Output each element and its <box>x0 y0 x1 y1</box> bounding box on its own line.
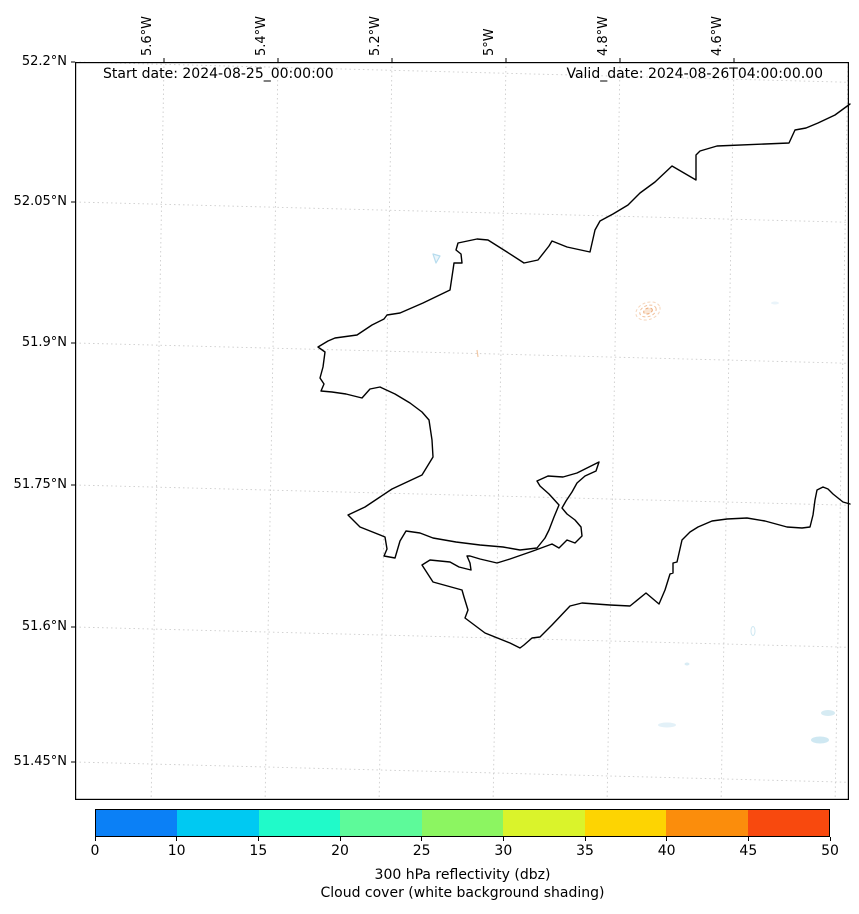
cloud-speck <box>750 626 756 636</box>
parallel-gridline <box>74 761 849 783</box>
parallel-gridline <box>74 201 849 223</box>
colorbar-segment <box>96 810 178 836</box>
colorbar <box>95 809 830 837</box>
parallel-gridline <box>74 61 849 83</box>
reflectivity-contour <box>635 301 661 321</box>
colorbar-tick-label: 45 <box>739 843 758 859</box>
axis-tick-marks <box>71 58 735 763</box>
lon-tick-label: 5.2°W <box>368 15 383 56</box>
colorbar-segment <box>421 810 504 836</box>
parallel-gridline <box>74 342 849 364</box>
lat-tick-label: 52.05°N <box>13 194 67 209</box>
lat-tick-label: 51.9°N <box>21 335 67 350</box>
parallel-gridline <box>74 484 849 506</box>
lat-tick-label: 52.2°N <box>21 54 67 69</box>
colorbar-label: 300 hPa reflectivity (dbz) <box>374 867 551 883</box>
colorbar-segment <box>258 810 341 836</box>
lat-tick-label: 51.75°N <box>13 477 67 492</box>
colorbar-tick-label: 35 <box>576 843 594 859</box>
colorbar-tickmark <box>421 837 423 841</box>
colorbar-tickmark <box>339 837 341 841</box>
cloud-speck <box>771 301 779 305</box>
valid-date-annotation: Valid_date: 2024-08-26T04:00:00.00 <box>566 66 823 82</box>
meridian-gridline <box>150 61 165 800</box>
colorbar-segment <box>666 810 748 836</box>
cloud-speck <box>658 722 676 728</box>
parallel-gridline <box>74 626 849 648</box>
colorbar-tick-label: 40 <box>657 843 676 859</box>
graticule <box>74 61 849 800</box>
colorbar-tickmark <box>829 837 831 841</box>
colorbar-segment <box>747 810 829 836</box>
map-border <box>75 62 849 800</box>
colorbar-sublabel: Cloud cover (white background shading) <box>320 885 605 901</box>
lat-tick-label: 51.6°N <box>21 619 67 634</box>
coastline <box>317 103 851 649</box>
contour-ring <box>639 304 657 318</box>
meridian-gridline <box>720 61 735 800</box>
meridian-gridline <box>264 61 279 800</box>
meridian-gridline <box>378 61 393 800</box>
colorbar-segment <box>340 810 422 836</box>
colorbar-tick-label: 0 <box>90 843 100 859</box>
colorbar-tickmark <box>257 837 259 841</box>
contour-ring <box>643 307 653 315</box>
meridian-gridline <box>606 61 621 800</box>
lon-tick-label: 4.6°W <box>710 15 725 56</box>
lat-tick-label: 51.45°N <box>13 754 67 769</box>
colorbar-tick-label: 30 <box>494 843 513 859</box>
lon-tick-label: 5°W <box>482 28 497 56</box>
colorbar-tickmark <box>502 837 504 841</box>
cloud-speck <box>432 253 441 264</box>
colorbar-tick-label: 15 <box>249 843 268 859</box>
cloud-speck <box>684 662 690 666</box>
contour-ring <box>635 301 661 321</box>
start-date-annotation: Start date: 2024-08-25_00:00:00 <box>103 66 334 82</box>
colorbar-tick-label: 10 <box>167 843 186 859</box>
lon-tick-label: 5.4°W <box>254 15 269 56</box>
map-canvas <box>71 58 851 800</box>
lon-tick-label: 4.8°W <box>596 15 611 56</box>
colorbar-tickmark <box>94 837 96 841</box>
colorbar-tickmark <box>747 837 749 841</box>
cloud-speck <box>476 349 479 358</box>
meridian-gridline <box>492 61 507 800</box>
colorbar-tickmark <box>176 837 178 841</box>
colorbar-segment <box>503 810 585 836</box>
meridian-gridline <box>834 61 849 800</box>
cloud-speck <box>821 710 835 716</box>
colorbar-tick-label: 20 <box>331 843 349 859</box>
colorbar-segment <box>584 810 667 836</box>
lon-tick-label: 5.6°W <box>140 15 155 56</box>
colorbar-tick-label: 25 <box>412 843 431 859</box>
colorbar-tick-label: 50 <box>821 843 839 859</box>
cloud-speck <box>811 736 829 744</box>
colorbar-segment <box>177 810 259 836</box>
cloud-cover-specks <box>432 253 835 744</box>
colorbar-tickmark <box>666 837 668 841</box>
colorbar-tickmark <box>584 837 586 841</box>
